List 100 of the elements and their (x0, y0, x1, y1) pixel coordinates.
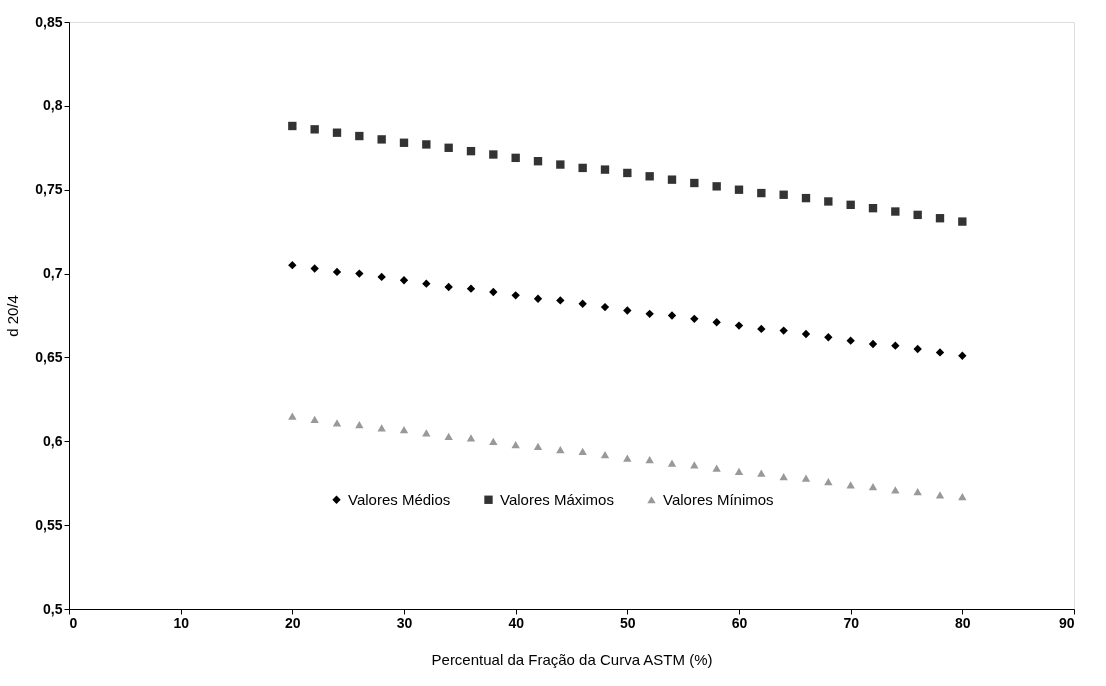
point (600, 451, 610, 459)
x-tick-label: 30 (396, 614, 413, 631)
point (422, 429, 431, 437)
point (444, 432, 453, 440)
y-tick-label: 0,8 (43, 97, 63, 114)
point (958, 217, 967, 226)
point (801, 474, 811, 482)
x-tick-label: 20 (285, 614, 301, 631)
y-tick-label: 0,5 (43, 600, 63, 617)
point (556, 160, 565, 169)
point (935, 214, 945, 223)
x-tick-label: 0 (69, 614, 78, 631)
point (712, 464, 721, 472)
point (422, 279, 431, 288)
legend-label: Valores Mínimos (663, 490, 774, 508)
point (355, 420, 364, 429)
point (355, 131, 364, 141)
point (578, 447, 587, 455)
point (422, 140, 431, 149)
legend-label: Valores Máximos (500, 490, 614, 508)
point (824, 197, 833, 206)
point (757, 469, 766, 477)
y-axis-title: d 20/4 (4, 295, 22, 337)
point (846, 200, 855, 209)
point (868, 339, 878, 349)
point (399, 138, 409, 147)
point (757, 188, 766, 198)
point (779, 190, 788, 199)
point (779, 472, 788, 481)
point (288, 261, 297, 270)
point (645, 172, 654, 181)
point (891, 341, 900, 350)
point (757, 324, 766, 334)
point (734, 321, 744, 330)
x-tick-label: 50 (620, 614, 636, 631)
y-tick-label: 0,65 (35, 348, 63, 365)
point (556, 296, 565, 305)
point (377, 135, 386, 144)
point (734, 185, 744, 194)
y-tick-label: 0,75 (35, 181, 63, 198)
point (868, 482, 878, 491)
point (958, 351, 967, 360)
point (824, 333, 833, 342)
point (511, 291, 520, 300)
point (466, 434, 476, 442)
y-tick-label: 0,55 (35, 516, 63, 533)
x-tick-label: 40 (508, 614, 525, 631)
point (600, 302, 610, 312)
point (958, 493, 967, 501)
point (891, 207, 900, 216)
point (690, 461, 699, 469)
point (310, 125, 319, 134)
point (734, 467, 744, 476)
point (623, 454, 632, 462)
point (533, 294, 543, 303)
y-tick-label: 0,7 (43, 265, 63, 282)
point (466, 146, 476, 156)
point (533, 442, 543, 450)
point (355, 269, 364, 278)
point (667, 311, 677, 320)
point (288, 121, 297, 131)
point (489, 150, 498, 159)
y-tick-label: 0,85 (35, 13, 63, 30)
point (578, 299, 587, 308)
point (332, 267, 342, 277)
point (913, 344, 922, 354)
point (511, 153, 520, 163)
point (690, 178, 699, 188)
point (623, 306, 632, 315)
point (466, 284, 476, 293)
x-tick-label: 70 (843, 614, 860, 631)
point (623, 168, 632, 178)
point (399, 276, 409, 285)
point (310, 264, 319, 273)
point (801, 329, 811, 339)
point (600, 165, 610, 174)
point (645, 309, 654, 319)
point (846, 336, 855, 345)
legend-label: Valores Médios (348, 490, 451, 508)
x-tick-label: 90 (1058, 614, 1075, 631)
point (556, 446, 565, 454)
point (489, 287, 498, 297)
point (913, 487, 922, 496)
point (667, 175, 677, 184)
point (377, 272, 386, 282)
point (935, 491, 945, 499)
x-tick-label: 60 (731, 614, 748, 631)
point (310, 415, 319, 424)
point (645, 456, 654, 464)
point (891, 486, 900, 494)
point (444, 143, 453, 152)
x-axis-title: Percentual da Fração da Curva ASTM (%) (431, 650, 713, 668)
point (801, 193, 811, 203)
point (533, 157, 543, 166)
point (712, 182, 721, 191)
point (399, 425, 409, 434)
point (332, 128, 342, 137)
point (511, 441, 520, 449)
point (444, 282, 453, 292)
point (578, 163, 587, 173)
